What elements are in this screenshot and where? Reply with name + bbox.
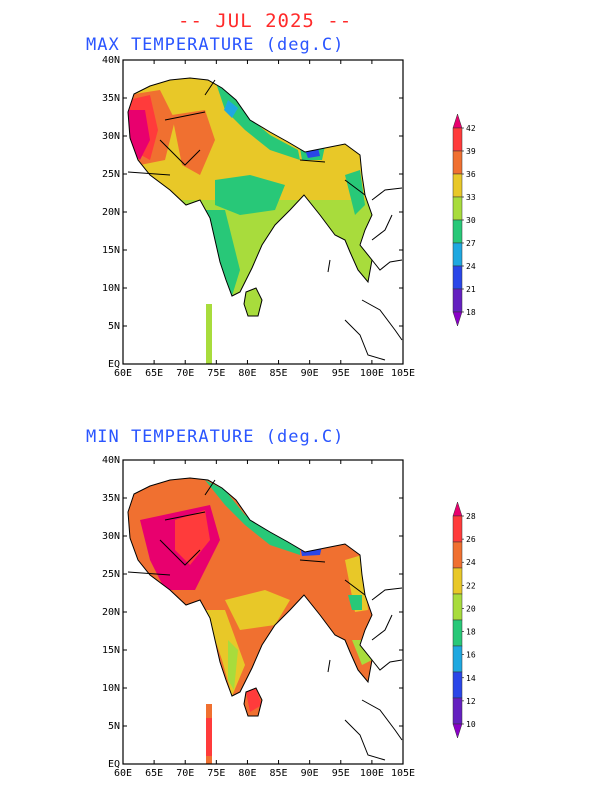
- lon-label: 75E: [207, 368, 225, 379]
- colorbar-segment: [452, 265, 463, 290]
- colorbar-label: 22: [466, 581, 476, 590]
- lon-label: 105E: [391, 768, 415, 779]
- lon-label: 85E: [270, 368, 288, 379]
- colorbar-label: 36: [466, 170, 476, 179]
- lon-label: 105E: [391, 368, 415, 379]
- lon-label: 60E: [114, 768, 132, 779]
- lat-label: 10N: [102, 683, 120, 694]
- lat-label: 40N: [102, 55, 120, 66]
- lon-label: 65E: [145, 368, 163, 379]
- colorbar-label: 24: [466, 558, 476, 567]
- colorbar-label: 30: [466, 216, 476, 225]
- lat-label: 20N: [102, 607, 120, 618]
- colorbar-bottom-arrow: [452, 723, 463, 739]
- lat-label: 35N: [102, 493, 120, 504]
- colorbar-label: 27: [466, 239, 476, 248]
- colorbar-label: 20: [466, 604, 476, 613]
- lon-label: 80E: [238, 368, 256, 379]
- colorbar-label: 33: [466, 193, 476, 202]
- max-temp-fill: [128, 78, 372, 316]
- colorbar-label: 18: [466, 308, 476, 317]
- colorbar-segment: [452, 127, 463, 152]
- max-temp-coastlines: [127, 77, 403, 361]
- colorbar-label: 18: [466, 628, 476, 637]
- colorbar-segment: [452, 515, 463, 543]
- colorbar-segment: [452, 196, 463, 221]
- lon-label: 95E: [332, 768, 350, 779]
- lat-label: 5N: [108, 321, 120, 332]
- lat-label: 30N: [102, 131, 120, 142]
- colorbar-label: 24: [466, 262, 476, 271]
- lat-label: 15N: [102, 645, 120, 656]
- lon-label: 70E: [176, 768, 194, 779]
- lon-label: 65E: [145, 768, 163, 779]
- lon-label: 75E: [207, 768, 225, 779]
- colorbar-top-arrow: [452, 501, 463, 517]
- colorbar-label: 39: [466, 147, 476, 156]
- min-temp-fill: [128, 478, 372, 716]
- colorbar-label: 10: [466, 720, 476, 729]
- lon-label: 70E: [176, 368, 194, 379]
- max-temp-colorbar: 42 39 36 33 30 27 24 21 18: [452, 113, 476, 327]
- lat-label: 5N: [108, 721, 120, 732]
- colorbar-segment: [452, 173, 463, 198]
- min-temp-subtitle: MIN TEMPERATURE (deg.C): [86, 427, 345, 447]
- lon-label: 90E: [301, 368, 319, 379]
- min-temp-colorbar: 28 26 24 22 20 18 16 14 12 10: [452, 501, 476, 739]
- min-temp-coastlines: [127, 477, 403, 761]
- lat-label: EQ: [108, 359, 120, 370]
- map-title: -- JUL 2025 --: [178, 10, 353, 32]
- colorbar-label: 26: [466, 535, 476, 544]
- colorbar-label: 14: [466, 674, 476, 683]
- colorbar-segment: [452, 567, 463, 595]
- colorbar-bottom-arrow: [452, 311, 463, 327]
- lat-label: 10N: [102, 283, 120, 294]
- colorbar-segment: [452, 619, 463, 647]
- lat-label: 25N: [102, 169, 120, 180]
- lon-label: 60E: [114, 368, 132, 379]
- lat-label: 20N: [102, 207, 120, 218]
- lat-label: 30N: [102, 531, 120, 542]
- lon-label: 100E: [360, 768, 384, 779]
- lon-label: 95E: [332, 368, 350, 379]
- max-temp-subtitle: MAX TEMPERATURE (deg.C): [86, 35, 345, 55]
- colorbar-label: 28: [466, 512, 476, 521]
- colorbar-label: 16: [466, 651, 476, 660]
- min-temp-marker-bar: [206, 704, 212, 764]
- lon-label: 85E: [270, 768, 288, 779]
- colorbar-segment: [452, 288, 463, 313]
- max-temp-marker-bar: [206, 304, 212, 364]
- lat-label: 25N: [102, 569, 120, 580]
- colorbar-top-arrow: [452, 113, 463, 129]
- colorbar-segment: [452, 697, 463, 725]
- colorbar-segment: [452, 541, 463, 569]
- colorbar-segment: [452, 593, 463, 621]
- max-temp-map: [122, 59, 404, 365]
- lat-label: 15N: [102, 245, 120, 256]
- colorbar-segment: [452, 242, 463, 267]
- colorbar-label: 12: [466, 697, 476, 706]
- lat-label: 35N: [102, 93, 120, 104]
- lat-label: EQ: [108, 759, 120, 770]
- lat-label: 40N: [102, 455, 120, 466]
- colorbar-label: 21: [466, 285, 476, 294]
- colorbar-segment: [452, 671, 463, 699]
- lon-label: 100E: [360, 368, 384, 379]
- colorbar-segment: [452, 150, 463, 175]
- colorbar-label: 42: [466, 124, 476, 133]
- lon-label: 80E: [238, 768, 256, 779]
- lon-label: 90E: [301, 768, 319, 779]
- colorbar-segment: [452, 219, 463, 244]
- min-temp-map: [122, 459, 404, 765]
- colorbar-segment: [452, 645, 463, 673]
